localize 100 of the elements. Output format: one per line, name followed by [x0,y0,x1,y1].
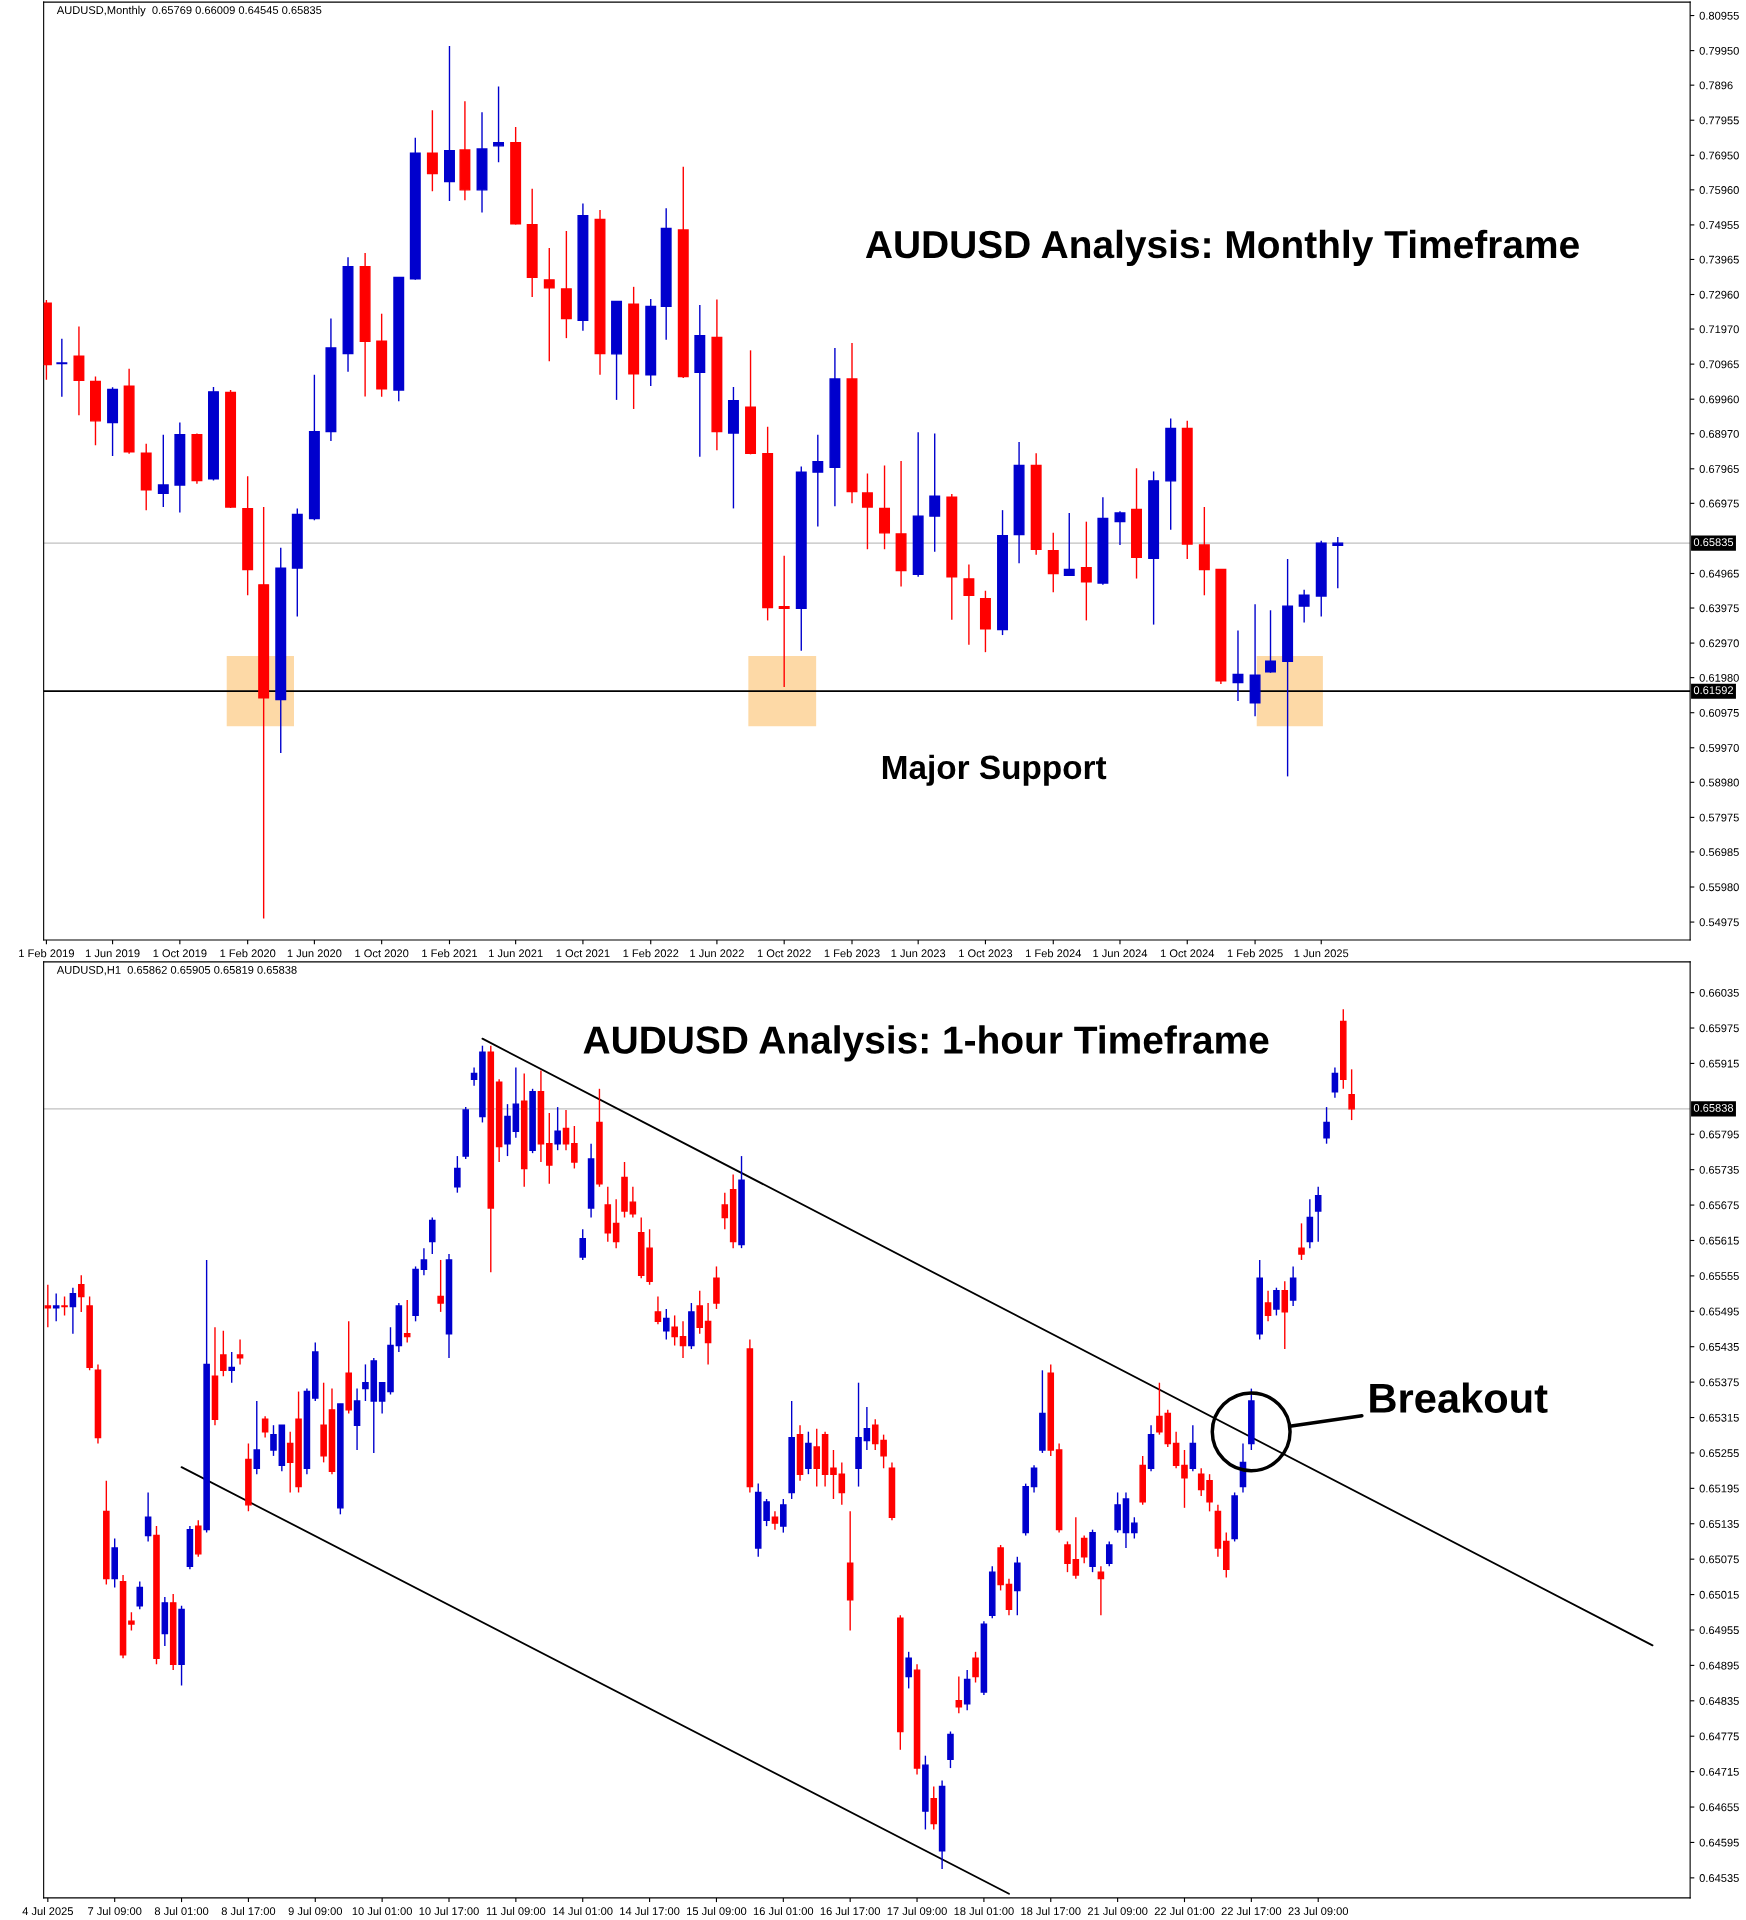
y-tick-label: 0.65735 [1699,1165,1739,1174]
x-tick-label: 1 Oct 2020 [355,949,409,958]
y-tick-label: 0.68970 [1699,430,1739,438]
candlestick [61,1295,68,1317]
candlestick [286,1430,294,1494]
y-tick-label: 0.59970 [1699,744,1739,752]
candlestick [671,1314,678,1347]
y-tick-label: 0.66975 [1699,499,1739,508]
candlestick [629,1186,637,1219]
y-tick-label: 0.56985 [1699,848,1739,857]
x-tick-label: 1 Feb 2020 [220,949,276,958]
candlestick [52,1292,60,1323]
candlestick [696,1289,704,1335]
x-tick-label: 7 Jul 09:00 [88,1906,142,1916]
x-tick-label: 21 Jul 09:00 [1087,1906,1148,1916]
candlestick [929,432,941,553]
candlestick [1332,536,1344,589]
x-tick-label: 1 Oct 2019 [153,949,207,958]
candlestick [1281,1280,1289,1350]
candlestick [69,1286,77,1335]
chart-subtitle: AUDUSD,Monthly 0.65769 0.66009 0.64545 0.65835 [56,5,322,17]
y-tick-label: 0.77955 [1699,116,1739,125]
candlestick [1314,1186,1322,1243]
candlestick [612,1198,620,1249]
y-tick-label: 0.64595 [1699,1838,1739,1847]
y-tick-label: 0.74955 [1699,221,1739,230]
candlestick [128,1611,135,1632]
x-tick-label: 1 Feb 2023 [824,949,880,958]
candlestick [721,1191,729,1230]
chart-subtitle: AUDUSD,H1 0.65862 0.65905 0.65819 0.65838 [56,965,297,976]
annotation: Major Support [882,754,1107,786]
x-tick-label: 15 Jul 09:00 [687,1906,747,1916]
y-tick-label: 0.58980 [1699,778,1739,787]
candlestick [963,563,975,646]
y-tick-label: 0.64965 [1699,569,1739,578]
candlestick [144,1491,152,1543]
x-tick-label: 1 Jun 2025 [1294,949,1349,958]
candlestick [771,1510,779,1531]
candlestick [1181,1449,1188,1509]
candlestick [420,1247,428,1276]
y-tick-label: 0.72960 [1699,290,1739,299]
candlestick [905,1651,912,1690]
y-tick-label: 0.62970 [1699,639,1739,648]
candlestick [220,1330,227,1377]
candlestick [1114,510,1126,546]
y-tick-label: 0.64835 [1699,1697,1739,1705]
candlestick [838,1461,846,1506]
x-tick-label: 1 Jun 2022 [690,949,744,958]
candlestick [1047,532,1059,593]
candlestick [780,1498,787,1534]
x-tick-label: 17 Jul 09:00 [887,1906,947,1916]
x-tick-label: 10 Jul 17:00 [419,1906,479,1916]
candlestick [228,1351,235,1384]
candlestick [579,1228,587,1261]
x-tick-label: 16 Jul 17:00 [820,1906,881,1916]
candlestick [1206,1473,1213,1513]
x-tick-label: 1 Jun 2021 [489,949,543,958]
text: AUDUSD Analysis: Monthly Timeframe [865,229,1579,266]
y-tick-label: 0.66035 [1699,988,1739,997]
candlestick [1273,1286,1280,1317]
y-tick-label: 0.65915 [1699,1059,1739,1068]
candlestick [972,1651,979,1684]
y-tick-label: 0.55980 [1699,883,1739,892]
y-tick-label: 0.65015 [1699,1590,1739,1599]
text: AUDUSD Analysis: 1-hour Timeframe [583,1025,1269,1062]
candlestick [830,1449,837,1500]
candlestick [1298,1222,1305,1261]
candlestick [863,1406,871,1451]
candlestick [663,1308,670,1341]
y-tick-label: 0.61980 [1699,673,1739,682]
candlestick [44,1284,52,1328]
y-tick-label: 0.64775 [1699,1732,1739,1741]
candlestick [554,1106,561,1151]
candlestick [546,1112,553,1185]
candlestick [1331,1066,1339,1099]
y-tick-label: 0.7896 [1699,81,1733,90]
candlestick [136,1580,144,1611]
candlestick [1172,1430,1180,1469]
x-tick-label: 1 Oct 2021 [556,949,610,958]
x-tick-label: 1 Feb 2019 [19,949,74,958]
candlestick [493,85,505,163]
candlestick [1080,1534,1088,1564]
y-tick-label: 0.65135 [1699,1520,1739,1528]
candlestick [1323,1106,1330,1145]
y-tick-label: 0.65975 [1699,1024,1739,1033]
y-tick-label: 0.65075 [1699,1555,1739,1564]
candlestick [1348,1068,1355,1121]
candlestick [571,1125,578,1170]
x-tick-label: 9 Jul 09:00 [288,1906,343,1916]
candlestick [778,555,790,688]
ref-line-label: 0.65838 [1693,1103,1734,1112]
ref-line-label: 0.61592 [1693,686,1734,695]
x-tick-label: 16 Jul 01:00 [753,1906,814,1916]
ref-line-label: 0.65835 [1693,538,1734,547]
candlestick [56,338,68,398]
x-tick-label: 1 Feb 2025 [1227,949,1283,958]
x-tick-label: 11 Jul 09:00 [486,1906,546,1916]
candlestick [1030,1464,1038,1494]
x-tick-label: 1 Oct 2023 [959,949,1013,958]
candlestick [1064,1540,1071,1573]
